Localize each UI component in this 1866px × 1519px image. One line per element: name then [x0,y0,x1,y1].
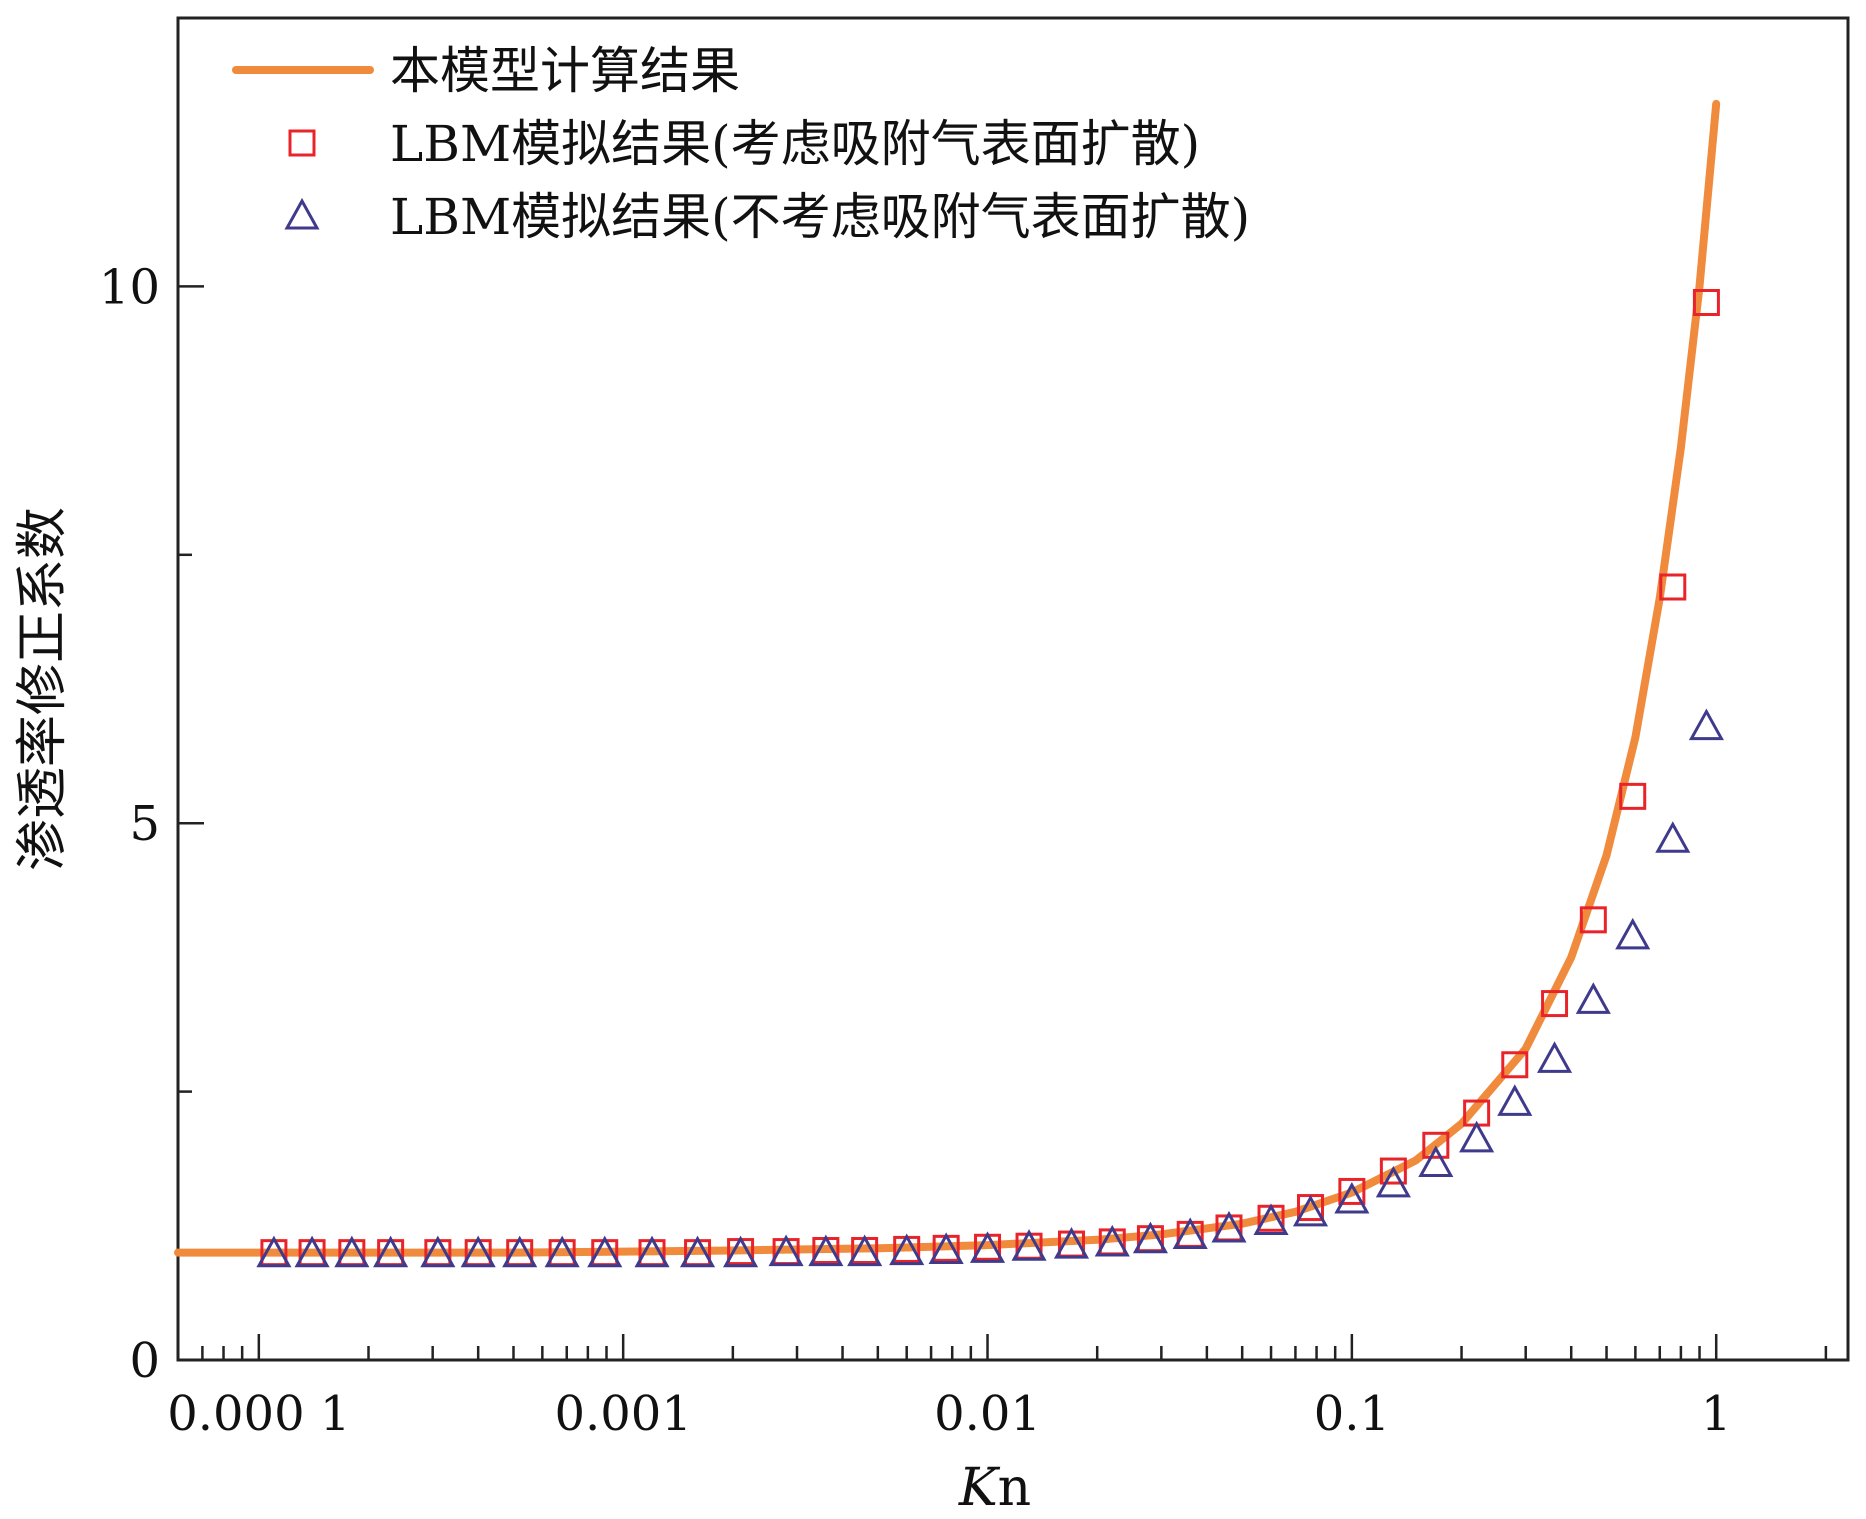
data-point-triangle [634,1235,670,1268]
data-point-square [1619,782,1647,810]
data-point-triangle [1615,917,1651,950]
data-point-triangle [502,1235,538,1268]
data-point-triangle [1053,1227,1090,1259]
x-tick-label: 0.000 1 [167,1386,350,1442]
x-tick-label: 1 [1701,1386,1732,1442]
x-tick-label: 0.001 [554,1386,691,1442]
data-point-square [1541,990,1569,1018]
series-layer [174,99,1724,1268]
data-point-triangle [460,1235,496,1268]
legend-label: 本模型计算结果 [390,42,740,100]
data-point-triangle [1132,1221,1168,1254]
x-tick-label: 0.01 [934,1386,1041,1442]
x-axis-title: Kn [958,1458,1031,1518]
data-point-triangle [1011,1229,1047,1261]
data-point-triangle [1375,1165,1411,1198]
data-point-triangle [1211,1210,1247,1243]
x-axis-title-rest: n [998,1458,1032,1518]
data-point-triangle [723,1235,759,1268]
data-point-square [1422,1131,1450,1159]
data-point-triangle [1094,1224,1130,1257]
data-point-triangle [587,1235,623,1268]
legend: 本模型计算结果 LBM模拟结果(考虑吸附气表面扩散) LBM模拟结果(不考虑吸附气表… [232,42,1250,246]
plot-frame [176,16,1850,1362]
data-point-square [1338,1177,1366,1205]
data-point-square [1501,1051,1529,1079]
y-axis-title: 渗透率修正系数 [13,507,73,871]
data-point-square [1692,289,1720,317]
data-point-triangle [294,1235,330,1268]
data-point-square [1579,906,1607,934]
data-point-triangle [1459,1120,1495,1153]
data-point-square [1659,573,1687,601]
data-point-triangle [1688,708,1724,741]
data-point-triangle [808,1234,844,1267]
legend-triangle-swatch [284,197,320,230]
data-point-triangle [334,1235,370,1268]
data-point-triangle [768,1234,804,1267]
y-tick-label: 5 [129,796,160,852]
data-point-triangle [256,1235,292,1268]
data-point-triangle [1292,1194,1329,1227]
legend-square-swatch [288,129,316,157]
data-point-triangle [373,1235,409,1268]
data-point-triangle [1497,1084,1533,1116]
data-point-square [1379,1157,1407,1185]
data-point-triangle [1418,1145,1454,1178]
data-point-triangle [928,1232,964,1264]
data-point-triangle [847,1234,883,1267]
legend-label: LBM模拟结果(不考虑吸附气表面扩散) [390,188,1250,246]
data-point-triangle [1172,1217,1208,1249]
axis-ticks [176,285,1828,1362]
x-axis-title-italic: K [958,1458,1001,1518]
data-point-triangle [1536,1041,1573,1073]
data-point-triangle [1575,982,1611,1014]
data-point-triangle [1253,1203,1289,1236]
data-point-triangle [1655,821,1691,853]
data-point-triangle [544,1235,580,1268]
data-point-triangle [679,1235,716,1268]
series-line [174,99,1721,1257]
legend-label: LBM模拟结果(考虑吸附气表面扩散) [390,115,1200,173]
data-point-triangle [969,1231,1006,1263]
data-point-triangle [1334,1181,1370,1214]
x-tick-label: 0.1 [1314,1386,1390,1442]
y-tick-label: 0 [129,1333,160,1389]
y-tick-label: 10 [99,259,160,315]
data-point-triangle [420,1235,456,1268]
data-point-triangle [889,1233,925,1266]
